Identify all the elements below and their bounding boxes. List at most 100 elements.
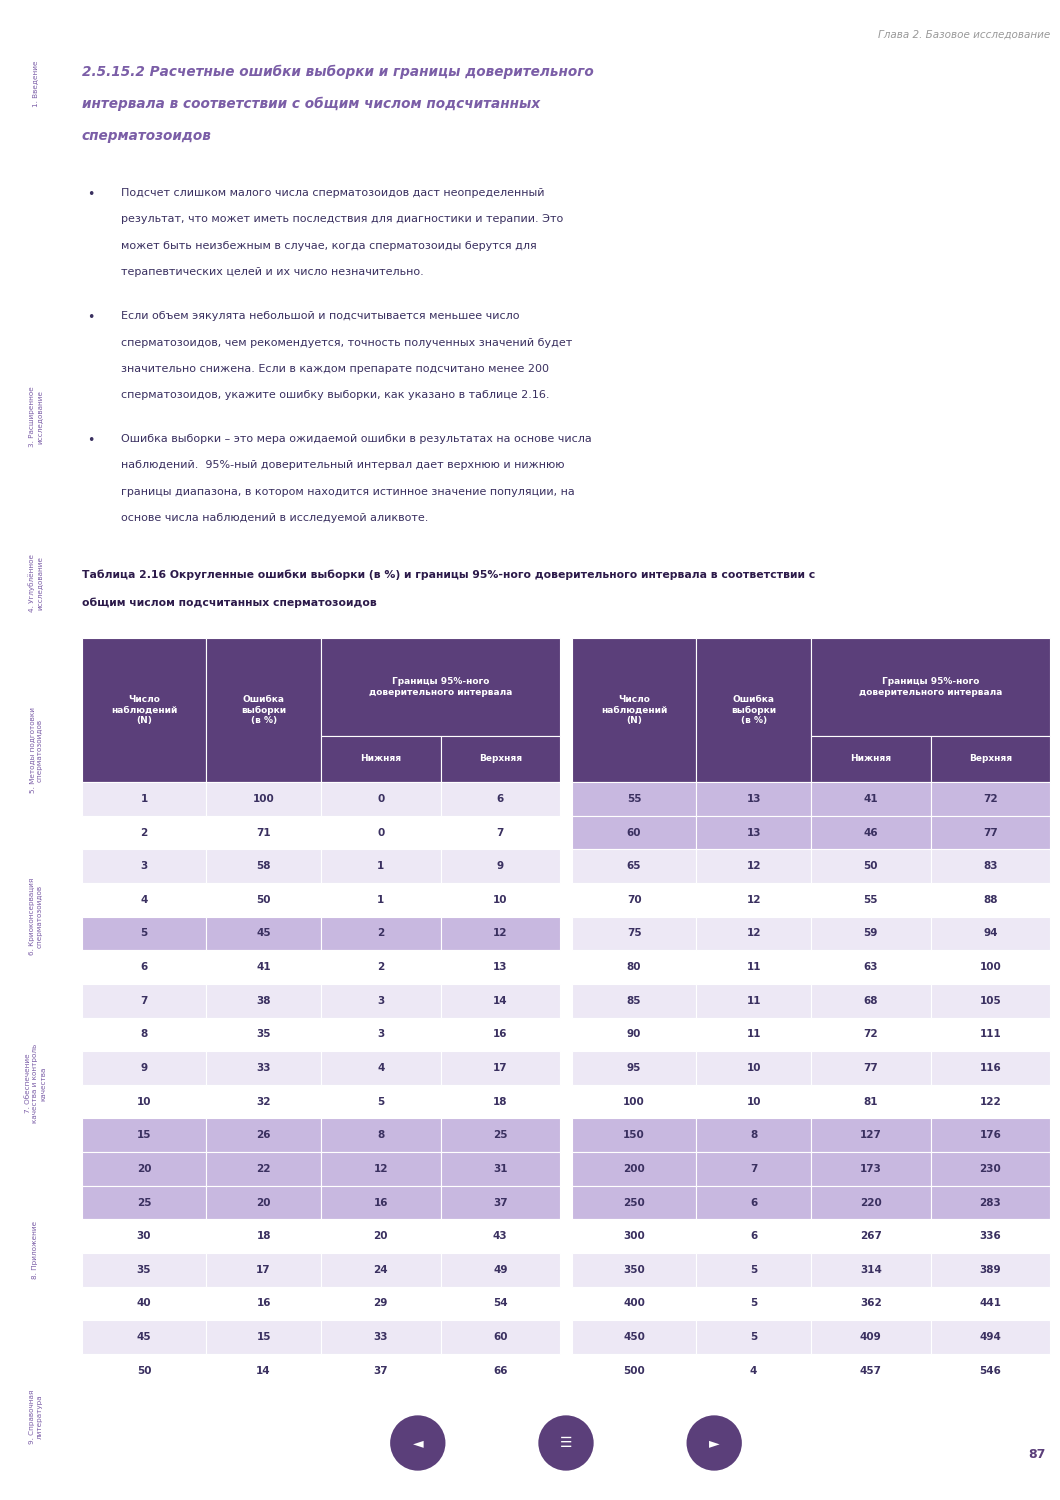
Bar <box>811 884 931 916</box>
Text: 494: 494 <box>979 1332 1002 1342</box>
Text: 68: 68 <box>864 996 878 1005</box>
Text: 6: 6 <box>750 1197 757 1208</box>
Bar <box>696 1084 811 1119</box>
Text: 283: 283 <box>979 1197 1002 1208</box>
Text: 58: 58 <box>257 861 271 871</box>
Text: Ошибка
выборки
(в %): Ошибка выборки (в %) <box>241 694 286 724</box>
Text: 14: 14 <box>493 996 508 1005</box>
Bar <box>321 1320 441 1354</box>
Bar <box>441 1320 560 1354</box>
Bar <box>321 849 441 883</box>
Bar <box>696 1119 811 1152</box>
Text: 85: 85 <box>626 996 641 1005</box>
Text: сперматозоидов, чем рекомендуется, точность полученных значений будет: сперматозоидов, чем рекомендуется, точно… <box>122 338 572 348</box>
Text: 12: 12 <box>746 928 761 939</box>
Text: 450: 450 <box>623 1332 646 1342</box>
Bar <box>82 816 207 849</box>
Text: 9: 9 <box>141 1064 147 1072</box>
Text: 22: 22 <box>257 1164 271 1174</box>
Bar <box>321 1084 441 1119</box>
Text: 250: 250 <box>623 1197 644 1208</box>
Text: 2: 2 <box>140 828 147 837</box>
Bar <box>82 884 207 916</box>
Text: 95: 95 <box>626 1064 641 1072</box>
Text: 11: 11 <box>746 996 761 1005</box>
Bar <box>931 816 1050 849</box>
Bar <box>572 1084 696 1119</box>
Text: 72: 72 <box>864 1029 878 1039</box>
Text: 14: 14 <box>257 1365 271 1376</box>
Bar <box>572 1185 696 1219</box>
Bar <box>441 1354 560 1388</box>
Bar <box>931 1252 1050 1287</box>
Text: 13: 13 <box>746 794 761 804</box>
Text: 16: 16 <box>373 1197 388 1208</box>
Bar <box>441 816 560 849</box>
Bar <box>572 951 696 984</box>
Bar <box>572 782 696 816</box>
Bar <box>572 639 696 782</box>
Bar <box>931 1119 1050 1152</box>
Bar <box>321 1287 441 1320</box>
Text: 13: 13 <box>746 828 761 837</box>
Text: 81: 81 <box>864 1096 878 1107</box>
Bar <box>696 782 811 816</box>
Text: Ошибка
выборки
(в %): Ошибка выборки (в %) <box>731 694 776 724</box>
Bar <box>207 884 321 916</box>
Text: 60: 60 <box>493 1332 508 1342</box>
Bar <box>572 1320 696 1354</box>
Text: 230: 230 <box>979 1164 1002 1174</box>
Bar <box>82 1252 207 1287</box>
Text: 173: 173 <box>860 1164 882 1174</box>
Bar <box>207 916 321 951</box>
Text: 9: 9 <box>497 861 504 871</box>
Bar <box>931 1052 1050 1084</box>
Text: 350: 350 <box>623 1264 644 1275</box>
Text: 12: 12 <box>373 1164 388 1174</box>
Text: 4: 4 <box>750 1365 757 1376</box>
Bar <box>321 916 441 951</box>
Text: 50: 50 <box>257 896 271 904</box>
Text: 35: 35 <box>137 1264 152 1275</box>
Text: 13: 13 <box>493 962 508 972</box>
Bar <box>696 984 811 1017</box>
Text: 3: 3 <box>377 996 385 1005</box>
Text: 8: 8 <box>377 1131 385 1140</box>
Ellipse shape <box>687 1416 742 1470</box>
Text: 5: 5 <box>377 1096 385 1107</box>
Bar <box>572 849 696 883</box>
Bar <box>441 1052 560 1084</box>
Text: основе числа наблюдений в исследуемой аликвоте.: основе числа наблюдений в исследуемой ал… <box>122 513 429 523</box>
Bar <box>811 1220 931 1252</box>
Bar <box>696 916 811 951</box>
Bar <box>572 1017 696 1052</box>
Text: 116: 116 <box>979 1064 1002 1072</box>
Bar <box>207 984 321 1017</box>
Bar <box>321 1220 441 1252</box>
Bar <box>696 1220 811 1252</box>
Text: 2: 2 <box>377 962 385 972</box>
Bar <box>572 984 696 1017</box>
Text: 24: 24 <box>373 1264 388 1275</box>
Bar <box>811 782 931 816</box>
Text: 37: 37 <box>493 1197 508 1208</box>
Bar <box>207 1152 321 1185</box>
Text: 15: 15 <box>257 1332 271 1342</box>
Bar <box>321 951 441 984</box>
Bar <box>441 984 560 1017</box>
Text: 60: 60 <box>626 828 641 837</box>
Text: 8: 8 <box>140 1029 147 1039</box>
Bar <box>207 1017 321 1052</box>
Text: Верхняя: Верхняя <box>479 754 522 764</box>
Text: 15: 15 <box>137 1131 152 1140</box>
Bar <box>321 1017 441 1052</box>
Text: 50: 50 <box>137 1365 152 1376</box>
Text: ☰: ☰ <box>560 1436 572 1450</box>
Bar <box>82 1287 207 1320</box>
Text: 10: 10 <box>746 1096 761 1107</box>
Text: 83: 83 <box>983 861 997 871</box>
Bar <box>572 884 696 916</box>
Text: 12: 12 <box>493 928 508 939</box>
Text: 87: 87 <box>1028 1449 1045 1461</box>
Bar <box>441 1152 560 1185</box>
